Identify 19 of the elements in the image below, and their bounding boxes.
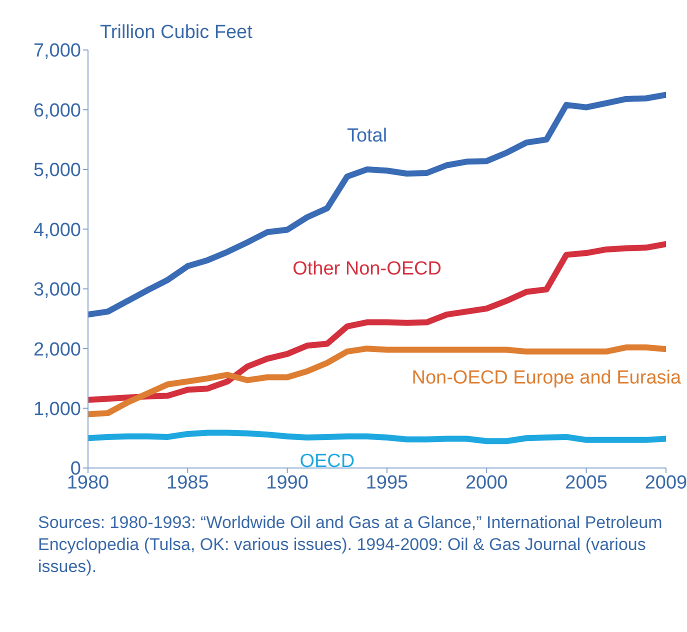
y-tick-label: 1,000 — [33, 399, 81, 420]
y-tick-label: 5,000 — [33, 160, 81, 182]
y-tick-label: 7,000 — [33, 40, 81, 62]
x-tick-label: 2005 — [565, 472, 608, 494]
y-tick-label: 3,000 — [33, 280, 81, 301]
x-tick-label: 2000 — [465, 472, 508, 494]
series-label: OECD — [300, 450, 355, 472]
source-note: Sources: 1980-1993: “Worldwide Oil and Gas at a Glance,” International Petroleum Encyclopedia (Tulsa, OK: various issues). 1994-2009: Oil & Gas Journal (various issues). — [38, 512, 664, 578]
x-tick-label: 1985 — [166, 472, 209, 494]
series-label: Other Non-OECD — [292, 258, 442, 280]
series-label: Total — [346, 125, 388, 146]
y-axis-title: Trillion Cubic Feet — [100, 22, 252, 44]
series-label: Non-OECD Europe and Eurasia — [412, 368, 682, 389]
y-tick-label: 2,000 — [33, 339, 81, 360]
x-tick-label: 2009 — [644, 472, 687, 494]
x-tick-label: 1995 — [366, 472, 408, 494]
y-tick-label: 6,000 — [33, 100, 81, 122]
y-tick-label: 4,000 — [33, 220, 81, 241]
x-tick-label: 1990 — [266, 472, 308, 494]
